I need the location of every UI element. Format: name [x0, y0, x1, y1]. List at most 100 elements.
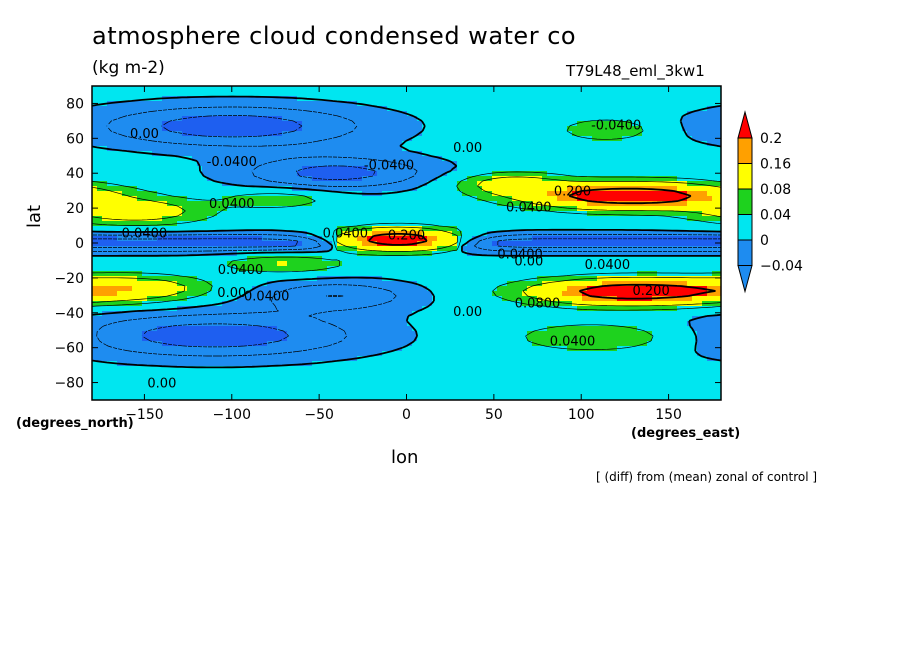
- fill-cell: [172, 261, 178, 267]
- fill-cell: [322, 206, 328, 212]
- fill-cell: [407, 111, 413, 117]
- fill-cell: [357, 256, 363, 262]
- fill-cell: [397, 151, 403, 157]
- fill-cell: [417, 111, 423, 117]
- fill-cell: [687, 261, 693, 267]
- fill-cell: [622, 241, 628, 247]
- fill-cell: [652, 121, 658, 127]
- fill-cell: [337, 221, 343, 227]
- fill-cell: [367, 151, 373, 157]
- fill-cell: [437, 261, 443, 267]
- fill-cell: [522, 86, 528, 92]
- fill-cell: [427, 141, 433, 147]
- fill-cell: [492, 246, 498, 252]
- fill-cell: [602, 161, 608, 167]
- fill-cell: [662, 166, 668, 172]
- fill-cell: [372, 186, 378, 192]
- fill-cell: [267, 166, 273, 172]
- fill-cell: [532, 176, 538, 182]
- fill-cell: [587, 221, 593, 227]
- fill-cell: [272, 236, 278, 242]
- fill-cell: [497, 171, 503, 177]
- fill-cell: [132, 206, 138, 212]
- fill-cell: [517, 86, 523, 92]
- fill-cell: [527, 196, 533, 202]
- fill-cell: [427, 121, 433, 127]
- fill-cell: [242, 221, 248, 227]
- fill-cell: [277, 246, 283, 252]
- fill-cell: [587, 136, 593, 142]
- fill-cell: [257, 216, 263, 222]
- fill-cell: [282, 111, 288, 117]
- fill-cell: [292, 216, 298, 222]
- fill-cell: [272, 266, 278, 272]
- fill-cell: [627, 126, 633, 132]
- fill-cell: [322, 91, 328, 97]
- fill-cell: [332, 256, 338, 262]
- fill-cell: [607, 256, 613, 262]
- fill-cell: [142, 146, 148, 152]
- fill-cell: [172, 241, 178, 247]
- fill-cell: [247, 136, 253, 142]
- fill-cell: [237, 161, 243, 167]
- fill-cell: [402, 181, 408, 187]
- fill-cell: [222, 101, 228, 107]
- fill-cell: [172, 191, 178, 197]
- fill-cell: [477, 136, 483, 142]
- fill-cell: [562, 251, 568, 257]
- fill-cell: [317, 231, 323, 237]
- fill-cell: [362, 211, 368, 217]
- fill-cell: [122, 136, 128, 142]
- fill-cell: [717, 246, 721, 252]
- fill-cell: [367, 156, 373, 162]
- fill-cell: [592, 186, 598, 192]
- fill-cell: [187, 141, 193, 147]
- fill-cell: [592, 191, 598, 197]
- fill-cell: [97, 86, 103, 92]
- fill-cell: [667, 196, 673, 202]
- fill-cell: [342, 151, 348, 157]
- fill-cell: [132, 161, 138, 167]
- fill-cell: [252, 101, 258, 107]
- fill-cell: [697, 141, 703, 147]
- fill-cell: [627, 206, 633, 212]
- fill-cell: [322, 131, 328, 137]
- fill-cell: [112, 191, 118, 197]
- fill-cell: [92, 271, 98, 277]
- fill-cell: [677, 86, 683, 92]
- fill-cell: [162, 261, 168, 267]
- fill-cell: [587, 126, 593, 132]
- fill-cell: [717, 241, 721, 247]
- fill-cell: [242, 186, 248, 192]
- fill-cell: [357, 266, 363, 272]
- fill-cell: [417, 96, 423, 102]
- fill-cell: [122, 216, 128, 222]
- fill-cell: [372, 156, 378, 162]
- fill-cell: [137, 86, 143, 92]
- fill-cell: [242, 271, 248, 277]
- fill-cell: [232, 221, 238, 227]
- fill-cell: [112, 241, 118, 247]
- fill-cell: [617, 276, 623, 282]
- fill-cell: [167, 276, 173, 282]
- fill-cell: [587, 121, 593, 127]
- fill-cell: [152, 241, 158, 247]
- fill-cell: [567, 196, 573, 202]
- fill-cell: [492, 166, 498, 172]
- fill-cell: [347, 146, 353, 152]
- fill-cell: [692, 206, 698, 212]
- fill-cell: [112, 136, 118, 142]
- fill-cell: [502, 186, 508, 192]
- fill-cell: [697, 151, 703, 157]
- fill-cell: [667, 221, 673, 227]
- fill-cell: [552, 136, 558, 142]
- fill-cell: [572, 241, 578, 247]
- fill-cell: [387, 216, 393, 222]
- fill-cell: [312, 271, 318, 277]
- fill-cell: [612, 176, 618, 182]
- fill-cell: [567, 126, 573, 132]
- fill-cell: [647, 276, 653, 282]
- fill-cell: [287, 256, 293, 262]
- fill-cell: [327, 221, 333, 227]
- fill-cell: [267, 226, 273, 232]
